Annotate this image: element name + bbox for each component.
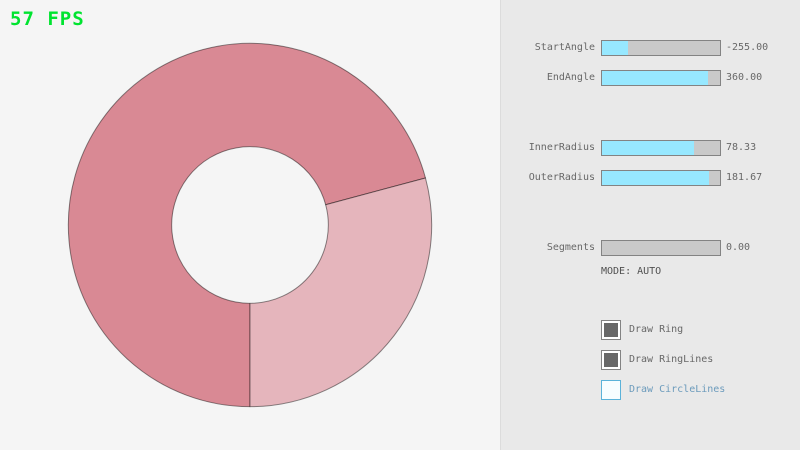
slider-value: 360.00	[726, 72, 763, 83]
checkbox-label: Draw CircleLines	[629, 384, 726, 395]
slider-row-endangle: EndAngle 360.00	[501, 70, 800, 86]
slider-label: StartAngle	[534, 42, 595, 53]
fps-counter: 57 FPS	[10, 8, 85, 30]
checkmark-icon	[604, 353, 618, 367]
slider-value: 78.33	[726, 142, 757, 153]
slider-label: Segments	[546, 242, 595, 253]
draw-ring-checkbox[interactable]	[601, 320, 621, 340]
slider-row-segments: Segments 0.00	[501, 240, 800, 256]
slider-label: EndAngle	[546, 72, 595, 83]
slider-label: InnerRadius	[528, 142, 595, 153]
slider-value: 181.67	[726, 172, 763, 183]
ring-main-sector	[67, 42, 427, 408]
slider-segments[interactable]	[601, 240, 721, 256]
draw-circlelines-checkbox[interactable]	[601, 380, 621, 400]
slider-innerradius[interactable]	[601, 140, 721, 156]
draw-ringlines-checkbox[interactable]	[601, 350, 621, 370]
slider-value: -255.00	[726, 42, 769, 53]
checkbox-row-draw-ring: Draw Ring	[501, 320, 800, 340]
checkbox-row-draw-ringlines: Draw RingLines	[501, 350, 800, 370]
checkbox-label: Draw Ring	[629, 324, 684, 335]
controls-panel: StartAngle -255.00 EndAngle 360.00 Inner…	[500, 0, 800, 450]
checkbox-row-draw-circlelines: Draw CircleLines	[501, 380, 800, 400]
ring-canvas	[67, 42, 433, 408]
ring-single-sector	[249, 177, 433, 408]
slider-row-innerradius: InnerRadius 78.33	[501, 140, 800, 156]
slider-row-outerradius: OuterRadius 181.67	[501, 170, 800, 186]
slider-label: OuterRadius	[528, 172, 595, 183]
checkbox-label: Draw RingLines	[629, 354, 714, 365]
slider-fill	[602, 41, 628, 55]
slider-value: 0.00	[726, 242, 751, 253]
slider-row-startangle: StartAngle -255.00	[501, 40, 800, 56]
slider-endangle[interactable]	[601, 70, 721, 86]
slider-outerradius[interactable]	[601, 170, 721, 186]
slider-fill	[602, 141, 695, 155]
slider-startangle[interactable]	[601, 40, 721, 56]
slider-fill	[602, 71, 709, 85]
segments-mode-text: MODE: AUTO	[601, 266, 662, 277]
slider-fill	[602, 171, 710, 185]
checkmark-icon	[604, 323, 618, 337]
